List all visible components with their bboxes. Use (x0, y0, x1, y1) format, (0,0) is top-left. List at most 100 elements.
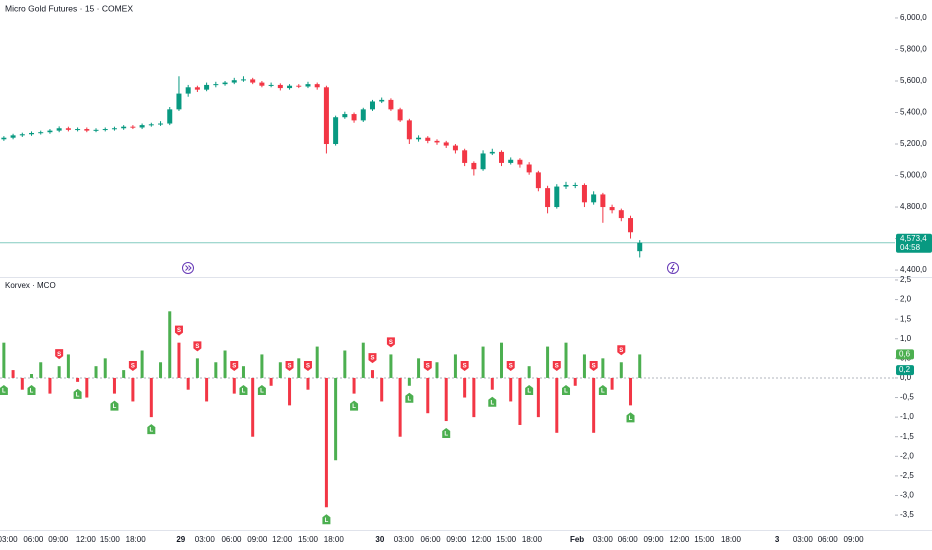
y-tick-label: 6,000,0 (900, 13, 927, 22)
osc-bar (324, 377, 328, 508)
candle-body (443, 142, 449, 146)
signal-label: L (149, 428, 153, 434)
candle-body (231, 80, 237, 83)
candle-body (581, 184, 587, 203)
osc-bar (195, 358, 199, 378)
osc-bar (638, 354, 642, 378)
candle-body (600, 194, 606, 208)
signal-label: S (509, 364, 513, 370)
x-tick-label: Feb (570, 535, 584, 544)
candle-body (29, 132, 35, 135)
candle-body (517, 159, 523, 165)
candle-body (563, 184, 569, 187)
y-tick-label: 5,600,0 (900, 76, 927, 85)
osc-bar (260, 354, 264, 378)
signal-marker (368, 353, 377, 364)
candle-body (102, 129, 108, 131)
osc-bar (168, 311, 172, 378)
osc-bar (20, 377, 24, 390)
signal-label: L (564, 389, 568, 395)
candle-body (222, 82, 228, 85)
candle-body (416, 137, 422, 140)
osc-bar (11, 370, 15, 378)
signal-marker (617, 345, 626, 356)
signal-marker (110, 400, 119, 411)
x-tick-label: 06:00 (221, 535, 242, 544)
signal-label: S (370, 356, 374, 362)
x-tick-label: 06:00 (421, 535, 442, 544)
y-tick-label: 1,5 (900, 314, 912, 323)
signal-label: L (490, 400, 494, 406)
y-tick-label: 5,400,0 (900, 108, 927, 117)
osc-bar (398, 377, 402, 437)
candle-body (591, 194, 597, 203)
osc-bar (269, 377, 273, 386)
osc-bar (94, 366, 98, 378)
signal-label: L (325, 518, 329, 524)
x-tick-label: 03:00 (0, 535, 18, 544)
signal-marker (303, 360, 312, 371)
osc-bar (278, 362, 282, 378)
candle-body (213, 84, 219, 86)
signal-marker (230, 360, 239, 371)
y-tick-label: 0,0 (900, 373, 912, 382)
candle-body (47, 130, 53, 133)
candle-body (323, 87, 329, 145)
event-icon[interactable] (667, 262, 679, 274)
signal-marker (128, 360, 137, 371)
candle-body (360, 109, 366, 121)
signal-marker (562, 384, 571, 395)
x-tick-label: 18:00 (324, 535, 345, 544)
signal-label: L (601, 389, 605, 395)
candle-body (65, 128, 71, 130)
signal-label: L (629, 416, 633, 422)
signal-label: S (592, 364, 596, 370)
signal-label: S (426, 364, 430, 370)
candle-body (369, 101, 375, 110)
signal-label: S (195, 344, 199, 350)
candle-body (351, 114, 357, 121)
osc-bar (573, 377, 577, 386)
candle-body (75, 129, 81, 131)
candle-body (628, 218, 634, 233)
signal-label: S (288, 364, 292, 370)
signal-label: L (2, 389, 6, 395)
signal-marker (55, 349, 64, 360)
value-tag-label: 0,2 (899, 365, 911, 374)
osc-bar (297, 358, 301, 378)
signal-marker (350, 400, 359, 411)
osc-bar (140, 350, 144, 378)
candle-body (425, 137, 431, 141)
candle-body (121, 126, 127, 129)
y-tick-label: 1,0 (900, 334, 912, 343)
candle-body (287, 85, 293, 89)
candle-body (139, 125, 145, 128)
osc-bar (334, 377, 338, 461)
candle-body (240, 79, 246, 81)
candle-body (93, 129, 99, 131)
osc-bar (251, 377, 255, 437)
y-tick-label: -2,0 (900, 451, 914, 460)
y-tick-label: 5,800,0 (900, 45, 927, 54)
osc-bar (223, 350, 227, 378)
osc-bar (232, 377, 236, 394)
candle-body (388, 99, 394, 110)
replay-icon[interactable] (182, 262, 194, 274)
candle-body (56, 128, 62, 131)
osc-bar (619, 362, 623, 378)
signal-label: L (30, 389, 34, 395)
y-tick-label: 2,5 (900, 275, 912, 284)
x-tick-label: 03:00 (793, 535, 814, 544)
osc-bar (407, 377, 411, 386)
value-tag (896, 349, 914, 360)
osc-bar (361, 342, 365, 378)
signal-marker (442, 428, 451, 439)
osc-bar (39, 362, 43, 378)
x-tick-label: 06:00 (23, 535, 44, 544)
signal-label: L (527, 389, 531, 395)
signal-marker (27, 384, 36, 395)
candle-body (10, 135, 16, 138)
osc-bar (66, 354, 70, 378)
